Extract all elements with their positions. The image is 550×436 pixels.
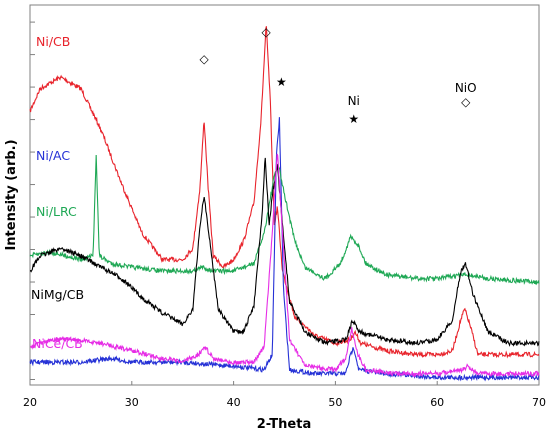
y-axis-title: Intensity (arb.) bbox=[4, 139, 19, 250]
y-ticks bbox=[30, 21, 35, 380]
x-tick-label: 70 bbox=[532, 396, 546, 409]
series-label-1: Ni/AC bbox=[36, 148, 70, 163]
peak-marker-1: ◇ bbox=[262, 25, 272, 39]
x-tick-label: 20 bbox=[23, 396, 37, 409]
curves bbox=[29, 26, 540, 382]
peak-marker-2: ★ bbox=[276, 75, 287, 89]
plot-area-frame bbox=[29, 4, 540, 386]
series-label-0: Ni/CB bbox=[36, 34, 70, 49]
series-line-0 bbox=[29, 26, 540, 359]
x-axis-title: 2-Theta bbox=[257, 417, 311, 432]
peak-marker-4: ★ bbox=[348, 112, 359, 126]
series-line-1 bbox=[29, 117, 540, 382]
series-line-4 bbox=[29, 153, 540, 378]
series-label-2: Ni/LRC bbox=[36, 204, 77, 219]
x-tick-label: 50 bbox=[328, 396, 342, 409]
x-tick-label: 40 bbox=[227, 396, 241, 409]
peak-marker-0: ◇ bbox=[199, 52, 209, 66]
series-line-3 bbox=[29, 157, 540, 347]
series-label-3: NiMg/CB bbox=[31, 287, 84, 302]
series-line-2 bbox=[29, 154, 540, 286]
peak-marker-3: Ni bbox=[348, 94, 360, 108]
series-label-4: NiCe/CB bbox=[32, 336, 83, 351]
x-ticks: 20 30 40 50 60 70 bbox=[23, 381, 546, 409]
peak-marker-6: ◇ bbox=[461, 95, 471, 109]
peak-annotations: ◇◇★Ni★NiO◇ bbox=[199, 25, 476, 126]
x-tick-label: 30 bbox=[125, 396, 139, 409]
x-tick-label: 60 bbox=[430, 396, 444, 409]
curve-labels: Ni/CB Ni/AC Ni/LRC NiMg/CB NiCe/CB bbox=[31, 34, 84, 351]
peak-marker-5: NiO bbox=[455, 81, 477, 95]
